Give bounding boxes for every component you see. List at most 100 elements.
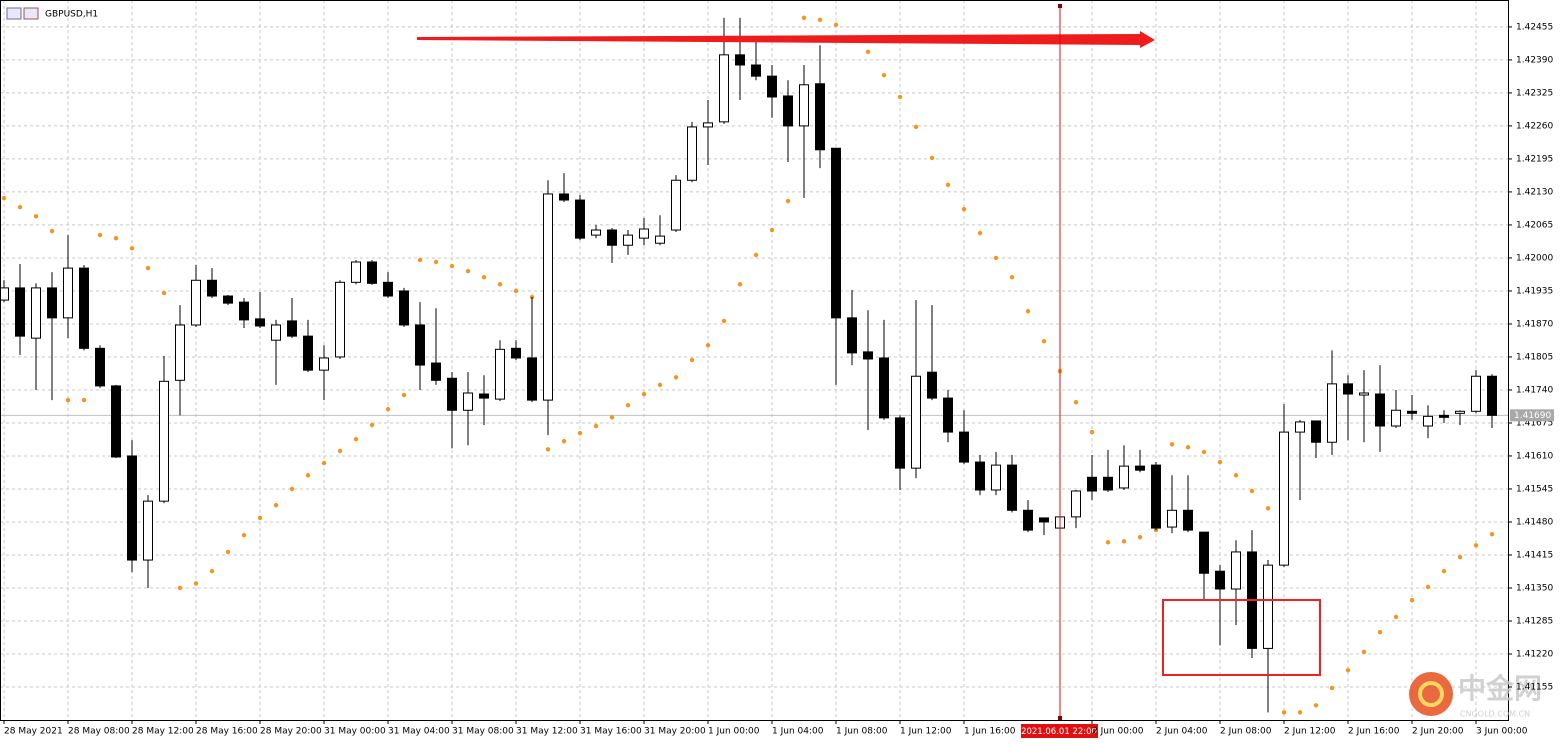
x-tick-label: 2 Jun 16:00 [1348, 727, 1400, 737]
sar-dot [513, 288, 519, 294]
x-tick-label: 31 May 20:00 [644, 727, 706, 737]
candle-body [1471, 375, 1481, 412]
candle-body [31, 287, 41, 339]
candle-body [559, 193, 569, 201]
candle-body [431, 362, 441, 381]
x-tick-label: 1 Jun 12:00 [900, 727, 952, 737]
sar-dot [369, 422, 375, 428]
candle-body [799, 84, 809, 127]
sar-dot [1425, 584, 1431, 590]
candle-body [975, 461, 985, 491]
y-tick-label: 1.42390 [1516, 55, 1553, 65]
sar-dot [65, 397, 71, 403]
sar-dot [433, 259, 439, 265]
sar-dot [1121, 539, 1127, 544]
sar-dot [609, 415, 615, 420]
candle-body [175, 324, 185, 381]
candle-body [767, 75, 777, 98]
cursor-handle [1058, 716, 1062, 720]
sar-dot [1313, 703, 1319, 708]
plot-frame [0, 0, 1509, 721]
candle-body [351, 261, 361, 283]
sar-dot [353, 437, 359, 442]
y-tick-label: 1.41610 [1516, 451, 1553, 461]
candle-body [1215, 570, 1225, 590]
candle-body [1231, 551, 1241, 590]
x-tick-label: 2 Jun 12:00 [1284, 727, 1336, 737]
candle-body [735, 54, 745, 66]
candle-body [1375, 393, 1385, 427]
candle-body [751, 64, 761, 77]
sar-dot [177, 585, 183, 591]
candle-body [223, 295, 233, 304]
candle-body [1343, 383, 1353, 395]
sar-dot [769, 227, 775, 233]
x-tick-label: 2 Jun 20:00 [1412, 727, 1464, 737]
sar-dot [929, 155, 935, 161]
sar-dot [593, 423, 599, 429]
sar-dot [161, 290, 167, 296]
sar-dot [545, 447, 551, 452]
x-tick-label: 1 Jun 00:00 [708, 727, 760, 737]
candle-body [383, 281, 393, 297]
candle-body [911, 375, 921, 469]
x-tick-label: 2 Jun 04:00 [1156, 727, 1208, 737]
sar-dot [305, 473, 311, 478]
sar-dot [145, 265, 151, 271]
y-tick-label: 1.42130 [1516, 187, 1553, 197]
sar-dot [241, 532, 247, 538]
sar-dot [561, 439, 567, 444]
sar-dot [1281, 710, 1287, 715]
candle-body [831, 147, 841, 319]
candle-body [1391, 409, 1401, 427]
sar-dot [1185, 445, 1191, 450]
y-tick-label: 1.42260 [1516, 121, 1553, 131]
sar-dot [1409, 597, 1415, 603]
candle-body [575, 199, 585, 239]
y-tick-label: 1.41155 [1516, 682, 1553, 692]
chart-title: GBPUSD,H1 [45, 10, 98, 20]
highlight-box [1162, 599, 1321, 676]
candle-body [847, 317, 857, 354]
candle-body [495, 348, 505, 400]
candle-body [959, 431, 969, 463]
candle-body [1311, 420, 1321, 443]
x-tick-label: 28 May 20:00 [260, 727, 322, 737]
candle-body [447, 377, 457, 411]
sar-dot [1025, 309, 1031, 314]
candle-body [1199, 531, 1209, 574]
sar-dot [641, 391, 647, 397]
sar-dot [49, 228, 55, 234]
candle-body [127, 455, 137, 561]
y-tick-label: 1.41870 [1516, 319, 1553, 329]
sar-dot [1089, 429, 1095, 435]
sar-dot [225, 549, 231, 555]
sar-dot [1073, 399, 1079, 405]
sar-dot [273, 503, 279, 508]
sar-dot [737, 282, 743, 287]
candle-body [1023, 509, 1033, 531]
sar-dot [705, 343, 711, 348]
cursor-label-box [1021, 724, 1098, 738]
sar-dot [257, 515, 263, 521]
candle-body [63, 267, 73, 319]
x-tick-label: 1 Jun 08:00 [836, 727, 888, 737]
x-tick-label: 28 May 2021 [4, 727, 63, 737]
candle-body [943, 397, 953, 433]
candle-body [1359, 392, 1369, 396]
sar-dot [33, 214, 39, 219]
candle-body [927, 371, 937, 399]
y-tick-label: 1.41805 [1516, 352, 1553, 362]
y-tick-label: 1.41285 [1516, 616, 1553, 626]
sar-dot [1201, 449, 1207, 455]
candle-body [95, 347, 105, 387]
candle-body [655, 235, 665, 244]
candle-body [1487, 375, 1497, 416]
candle-body [527, 357, 537, 401]
sar-dot [193, 581, 199, 586]
candle-body [159, 380, 169, 502]
candle-body [1279, 431, 1289, 566]
sar-dot [1233, 473, 1239, 478]
logo-circle [1409, 672, 1453, 716]
